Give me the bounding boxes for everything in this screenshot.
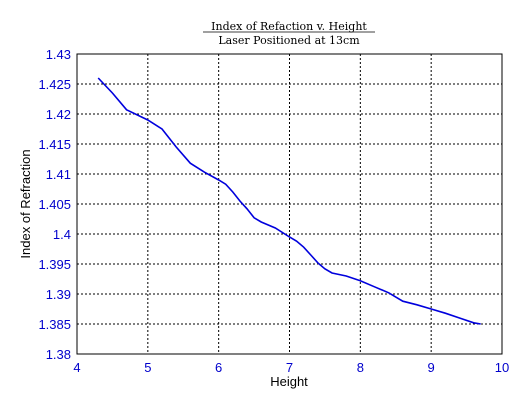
x-tick-label: 4	[73, 360, 80, 375]
plot-area	[76, 53, 503, 355]
x-tick-label: 6	[215, 360, 222, 375]
series-line	[97, 77, 481, 325]
chart-title: Index of Refaction v. Height	[211, 20, 367, 33]
y-tick-label: 1.395	[38, 257, 71, 272]
y-tick-label: 1.42	[46, 107, 71, 122]
x-tick-label: 5	[144, 360, 151, 375]
x-tick-labels: 4 5 6 7 8 9 10	[73, 360, 509, 375]
series-group	[97, 77, 481, 325]
grid	[77, 54, 502, 354]
chart-subtitle: Laser Positioned at 13cm	[218, 34, 360, 47]
y-tick-label: 1.385	[38, 317, 71, 332]
y-tick-labels: 1.38 1.385 1.39 1.395 1.4 1.405 1.41 1.415 1.42 1…	[38, 47, 71, 362]
x-tick-label: 9	[428, 360, 435, 375]
y-tick-label: 1.43	[46, 47, 71, 62]
x-tick-label: 8	[357, 360, 364, 375]
y-tick-label: 1.41	[46, 167, 71, 182]
y-tick-label: 1.415	[38, 137, 71, 152]
y-tick-label: 1.39	[46, 287, 71, 302]
y-tick-label: 1.425	[38, 77, 71, 92]
x-tick-label: 10	[495, 360, 509, 375]
y-tick-label: 1.38	[46, 347, 71, 362]
y-tick-label: 1.405	[38, 197, 71, 212]
x-tick-label: 7	[286, 360, 293, 375]
x-axis-label: Height	[270, 374, 308, 389]
y-tick-label: 1.4	[53, 227, 71, 242]
y-axis-label: Index of Refraction	[18, 149, 33, 258]
